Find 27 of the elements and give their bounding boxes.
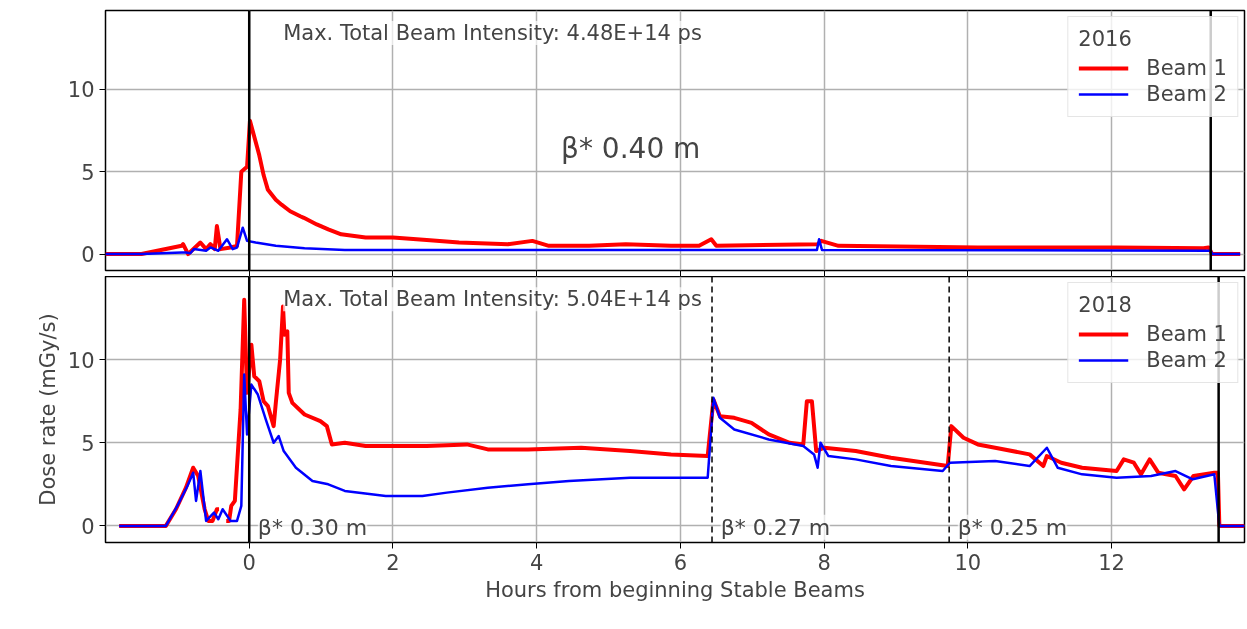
x-tick-label: 6	[673, 550, 688, 575]
y-tick-label: 0	[81, 514, 95, 539]
legend-label: Beam 2	[1146, 82, 1227, 106]
x-tick-label: 2	[386, 550, 400, 575]
annotation: Max. Total Beam Intensity: 4.48E+14 ps	[283, 20, 702, 45]
legend-label: Beam 1	[1146, 322, 1227, 346]
x-tick-label: 10	[954, 550, 982, 575]
y-tick-label: 0	[81, 243, 95, 268]
y-tick-label: 5	[81, 160, 95, 185]
x-tick-label: 0	[242, 550, 256, 575]
x-tick-label: 4	[529, 550, 544, 575]
ref-line-label: β* 0.25 m	[957, 514, 1068, 540]
x-tick-label: 8	[817, 550, 831, 575]
y-tick-label: 10	[67, 348, 95, 373]
ref-line-label: β* 0.30 m	[257, 514, 368, 540]
y-tick-label: 10	[67, 78, 95, 103]
legend-label: Beam 1	[1146, 56, 1227, 80]
ref-line-label: β* 0.27 m	[720, 514, 831, 540]
annotation: Max. Total Beam Intensity: 5.04E+14 ps	[283, 287, 702, 312]
annotation: β* 0.40 m	[561, 131, 701, 165]
y-axis-title: Dose rate (mGy/s)	[35, 313, 60, 506]
x-tick-label: 12	[1098, 550, 1125, 575]
legend-label: Beam 2	[1146, 348, 1227, 372]
x-axis-title: Hours from beginning Stable Beams	[485, 577, 865, 602]
legend-title: 2018	[1078, 293, 1133, 317]
y-tick-label: 5	[81, 431, 95, 456]
legend-title: 2016	[1078, 27, 1133, 51]
